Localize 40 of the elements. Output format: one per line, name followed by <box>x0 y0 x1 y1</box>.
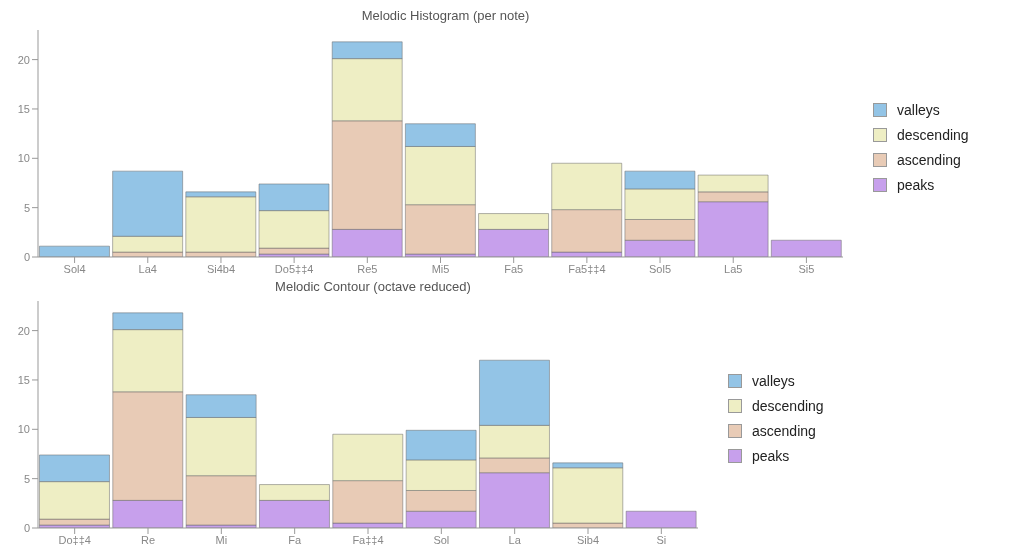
x-tick-label: Si <box>656 533 667 546</box>
y-tick-label: 20 <box>17 324 30 337</box>
y-tick-label: 0 <box>23 521 30 534</box>
x-tick-label: La4 <box>138 262 157 275</box>
y-tick-label: 5 <box>23 201 30 214</box>
x-tick-label: Fa <box>288 533 302 546</box>
legend-label: ascending <box>897 151 961 168</box>
x-tick-label: La <box>508 533 522 546</box>
y-tick-label: 20 <box>17 53 30 66</box>
legend-label: descending <box>897 126 969 143</box>
legend-label: ascending <box>752 422 816 439</box>
legend-label: valleys <box>752 372 795 389</box>
x-tick-label: Sib4 <box>576 533 600 546</box>
x-tick-label: Do‡‡4 <box>58 533 91 546</box>
x-tick-label: Mi5 <box>431 262 450 275</box>
x-tick-label: Si4b4 <box>206 262 236 275</box>
x-tick-label: Do5‡‡4 <box>274 262 314 275</box>
x-tick-label: Sol4 <box>63 262 86 275</box>
x-tick-label: La5 <box>724 262 743 275</box>
x-tick-label: Fa5 <box>504 262 524 275</box>
legend-label: peaks <box>752 447 790 464</box>
chart-title: Melodic Contour (octave reduced) <box>274 279 472 295</box>
x-tick-label: Fa‡‡4 <box>352 533 384 546</box>
legend-label: valleys <box>897 101 940 118</box>
y-tick-label: 15 <box>17 102 30 115</box>
x-tick-label: Mi <box>215 533 228 546</box>
x-tick-label: Sol5 <box>649 262 672 275</box>
x-tick-label: Sol <box>433 533 450 546</box>
chart-title: Melodic Histogram (per note) <box>360 8 531 24</box>
x-tick-label: Re <box>140 533 156 546</box>
y-tick-label: 10 <box>17 152 30 165</box>
x-tick-label: Si5 <box>798 262 815 275</box>
y-tick-label: 10 <box>17 423 30 436</box>
x-tick-label: Re5 <box>357 262 378 275</box>
y-tick-label: 15 <box>17 373 30 386</box>
y-tick-label: 5 <box>23 472 30 485</box>
x-tick-label: Fa5‡‡4 <box>568 262 606 275</box>
legend-label: descending <box>752 397 824 414</box>
legend-label: peaks <box>897 176 935 193</box>
y-tick-label: 0 <box>23 250 30 263</box>
